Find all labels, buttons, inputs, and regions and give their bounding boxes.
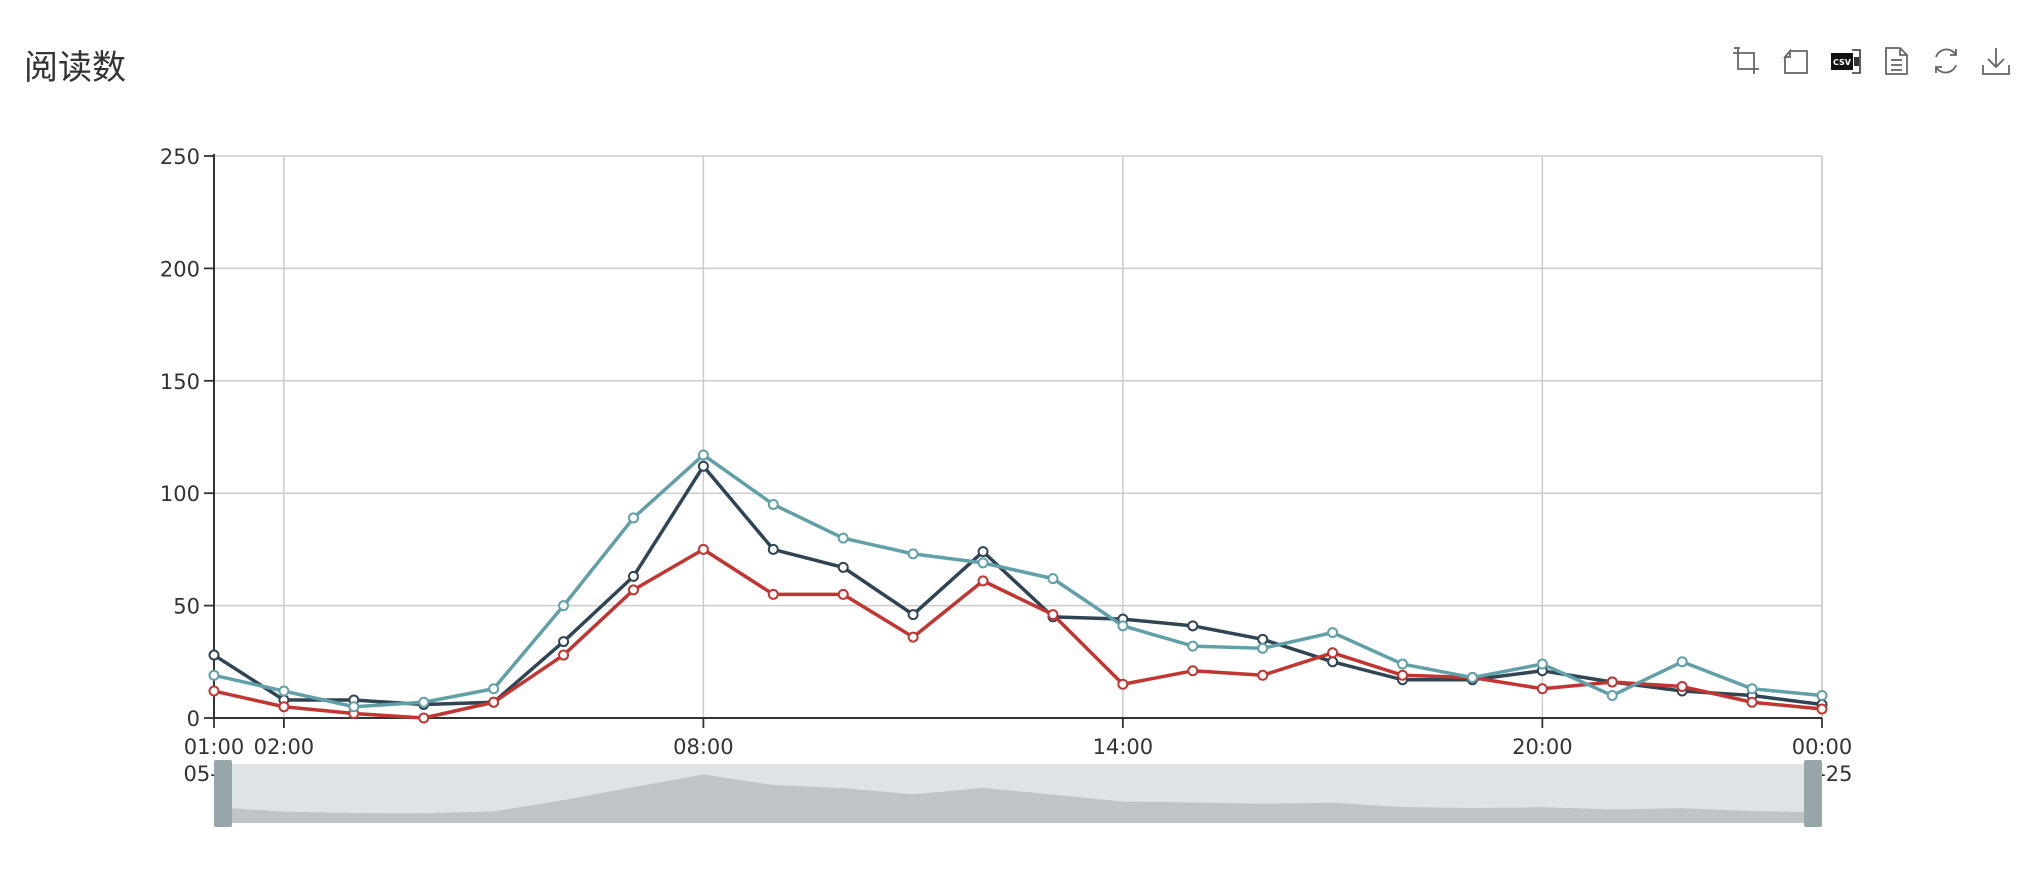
data-point[interactable] (1187, 620, 1199, 632)
data-point[interactable] (1676, 681, 1688, 693)
x-tick-label: 02:00 (254, 735, 315, 759)
data-point[interactable] (1466, 672, 1478, 684)
data-point[interactable] (1327, 656, 1339, 668)
data-point[interactable] (697, 543, 709, 555)
svg-text:CSV: CSV (1833, 58, 1852, 67)
data-point[interactable] (1397, 669, 1409, 681)
chart-series (208, 449, 1828, 724)
data-point[interactable] (1257, 669, 1269, 681)
y-tick-label: 0 (187, 707, 200, 731)
x-tick-label: 08:00 (673, 735, 734, 759)
data-point[interactable] (1676, 656, 1688, 668)
data-point[interactable] (1187, 665, 1199, 677)
x-tick-label: 14:00 (1093, 735, 1154, 759)
data-point[interactable] (418, 712, 430, 724)
data-point[interactable] (767, 588, 779, 600)
data-point[interactable] (767, 498, 779, 510)
data-point[interactable] (558, 600, 570, 612)
zoom-icon[interactable] (1730, 44, 1762, 78)
data-point[interactable] (837, 561, 849, 573)
data-view-icon[interactable] (1880, 44, 1912, 78)
data-point[interactable] (977, 546, 989, 558)
zoom-preview-area (214, 774, 1822, 823)
data-point[interactable] (278, 701, 290, 713)
data-point[interactable] (837, 532, 849, 544)
data-point[interactable] (208, 685, 220, 697)
data-point[interactable] (627, 584, 639, 596)
y-tick-label: 150 (160, 370, 200, 394)
data-point[interactable] (558, 649, 570, 661)
y-tick-label: 200 (160, 257, 200, 281)
series-line-2 (213, 453, 1823, 709)
zoom-reset-icon[interactable] (1780, 44, 1812, 78)
chart-grid (214, 155, 1823, 718)
restore-icon[interactable] (1930, 44, 1962, 78)
data-point[interactable] (488, 683, 500, 695)
data-point[interactable] (208, 649, 220, 661)
data-point[interactable] (1536, 683, 1548, 695)
y-tick-label: 100 (160, 482, 200, 506)
data-point[interactable] (1047, 609, 1059, 621)
zoom-handle-left[interactable] (214, 760, 232, 827)
data-point[interactable] (627, 512, 639, 524)
series-line-0 (213, 464, 1823, 707)
y-tick-label: 250 (160, 145, 200, 169)
data-point[interactable] (977, 557, 989, 569)
data-point[interactable] (1816, 690, 1828, 702)
data-point[interactable] (767, 543, 779, 555)
chart-toolbox: CSV (1730, 44, 2012, 78)
data-point[interactable] (1327, 627, 1339, 639)
download-icon[interactable] (1980, 44, 2012, 78)
data-point[interactable] (697, 449, 709, 461)
data-point[interactable] (977, 575, 989, 587)
series-line-1 (213, 547, 1823, 720)
data-zoom-slider[interactable] (214, 760, 1822, 827)
data-point[interactable] (907, 631, 919, 643)
data-point[interactable] (697, 460, 709, 472)
data-point[interactable] (1746, 696, 1758, 708)
data-point[interactable] (1257, 642, 1269, 654)
data-point[interactable] (418, 696, 430, 708)
data-point[interactable] (1397, 658, 1409, 670)
data-point[interactable] (1257, 633, 1269, 645)
x-tick-label: 01:00 (184, 735, 245, 759)
zoom-handle-right[interactable] (1804, 760, 1822, 827)
y-tick-label: 50 (173, 595, 200, 619)
x-tick-label: 20:00 (1512, 735, 1573, 759)
data-point[interactable] (1117, 678, 1129, 690)
data-point[interactable] (348, 701, 360, 713)
data-point[interactable] (1816, 703, 1828, 715)
data-point[interactable] (488, 696, 500, 708)
data-point[interactable] (1606, 676, 1618, 688)
csv-export-icon[interactable]: CSV (1830, 44, 1862, 78)
data-point[interactable] (1117, 620, 1129, 632)
data-point[interactable] (278, 685, 290, 697)
data-point[interactable] (208, 669, 220, 681)
data-point[interactable] (907, 609, 919, 621)
data-point[interactable] (1746, 683, 1758, 695)
chart-title: 阅读数 (24, 48, 126, 88)
data-point[interactable] (1047, 573, 1059, 585)
x-tick-label: 00:00 (1792, 735, 1853, 759)
data-point[interactable] (1327, 647, 1339, 659)
data-point[interactable] (558, 636, 570, 648)
data-point[interactable] (837, 588, 849, 600)
data-point[interactable] (1187, 640, 1199, 652)
data-point[interactable] (907, 548, 919, 560)
data-point[interactable] (627, 570, 639, 582)
data-point[interactable] (1536, 658, 1548, 670)
data-point[interactable] (1606, 690, 1618, 702)
